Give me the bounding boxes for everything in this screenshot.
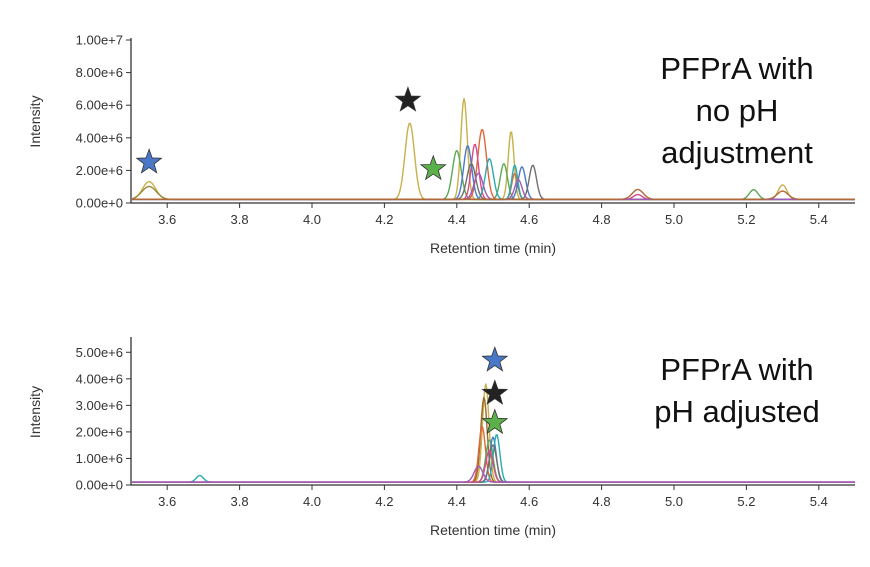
x-tick-label: 4.6 [520,212,538,227]
y-tick-label: 1.00e+6 [76,451,123,466]
x-tick-label: 4.8 [593,212,611,227]
x-tick-label: 5.2 [737,494,755,509]
x-tick-label: 5.0 [665,494,683,509]
panel-annotation-line: PFPrA with [660,51,813,86]
x-tick-label: 5.4 [810,494,828,509]
y-tick-label: 5.00e+6 [76,345,123,360]
series-line [132,465,855,483]
x-tick-label: 4.2 [375,494,393,509]
y-axis-title: Intensity [27,386,43,438]
series-line [132,188,855,200]
x-tick-label: 4.0 [303,494,321,509]
y-tick-label: 2.00e+6 [76,424,123,439]
x-tick-label: 3.8 [231,494,249,509]
panel-annotation-line: PFPrA with [660,352,813,387]
y-tick-label: 2.00e+6 [76,163,123,178]
y-tick-label: 6.00e+6 [76,98,123,113]
y-tick-label: 0.00e+0 [76,478,123,493]
panel-annotation-line: pH adjusted [654,394,819,429]
y-tick-label: 4.00e+6 [76,130,123,145]
x-axis-title: Retention time (min) [430,240,556,256]
green-star-marker [419,154,447,181]
x-tick-label: 4.8 [593,494,611,509]
green-star-marker [481,408,509,435]
y-tick-label: 4.00e+6 [76,371,123,386]
y-tick-label: 8.00e+6 [76,65,123,80]
x-tick-label: 4.2 [375,212,393,227]
x-tick-label: 3.6 [158,494,176,509]
plot-area [132,383,855,483]
x-axis-title: Retention time (min) [430,522,556,538]
y-tick-label: 0.00e+0 [76,196,123,211]
blue-star-marker [481,346,509,372]
x-tick-label: 4.6 [520,494,538,509]
x-tick-label: 5.0 [665,212,683,227]
panel-annotation-line: no pH [696,93,779,128]
black-star-marker [481,379,509,405]
blue-star-marker [135,148,163,174]
black-star-marker [394,86,422,112]
x-tick-label: 3.6 [158,212,176,227]
chart-bottom-ph-adjusted: 3.6 3.8 4.0 4.2 4.4 4.6 4.8 5.0 5.2 5.4 0.00e+0 1.0… [27,337,855,538]
x-tick-label: 5.4 [810,212,828,227]
plot-area [132,97,855,201]
x-tick-label: 5.2 [737,212,755,227]
y-tick-label: 1.00e+7 [76,33,123,48]
x-tick-label: 4.4 [448,212,466,227]
x-tick-label: 3.8 [231,212,249,227]
x-tick-label: 4.0 [303,212,321,227]
chart-top-no-ph-adjustment: 3.6 3.8 4.0 4.2 4.4 4.6 4.8 5.0 5.2 5.4 0.00e+0 2.0… [27,33,855,256]
y-tick-label: 3.00e+6 [76,398,123,413]
panel-annotation-line: adjustment [661,135,813,170]
y-axis-title: Intensity [27,95,43,147]
x-tick-label: 4.4 [448,494,466,509]
